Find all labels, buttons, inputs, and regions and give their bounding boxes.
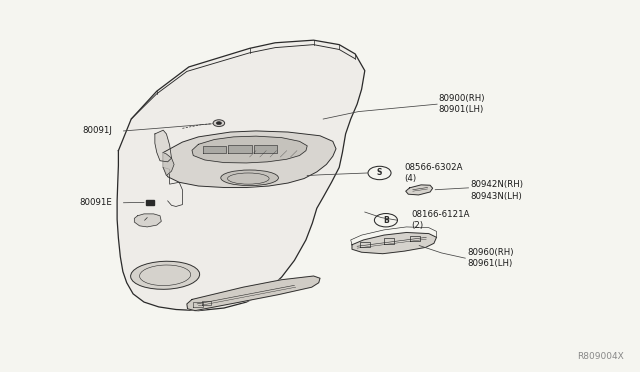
Text: 08566-6302A
(4): 08566-6302A (4) [404, 163, 463, 183]
Polygon shape [163, 153, 174, 176]
Circle shape [216, 122, 221, 125]
Polygon shape [187, 276, 320, 311]
Text: 80091E: 80091E [79, 198, 112, 207]
Polygon shape [406, 185, 433, 195]
Text: 80900(RH)
80901(LH): 80900(RH) 80901(LH) [438, 94, 485, 114]
Text: 80960(RH)
80961(LH): 80960(RH) 80961(LH) [467, 248, 514, 268]
Polygon shape [163, 131, 336, 187]
Polygon shape [117, 40, 365, 311]
Polygon shape [352, 232, 436, 254]
Polygon shape [192, 136, 307, 163]
Text: R809004X: R809004X [577, 352, 624, 361]
Polygon shape [134, 214, 161, 227]
Polygon shape [228, 145, 252, 153]
Polygon shape [146, 200, 154, 205]
Text: 80942N(RH)
80943N(LH): 80942N(RH) 80943N(LH) [470, 180, 524, 201]
Text: B: B [383, 216, 388, 225]
Polygon shape [155, 130, 172, 162]
Text: 08166-6121A
(2): 08166-6121A (2) [412, 210, 470, 230]
Polygon shape [254, 145, 277, 153]
Circle shape [213, 120, 225, 126]
Text: S: S [377, 169, 382, 177]
Polygon shape [203, 146, 226, 153]
Text: 80091J: 80091J [82, 126, 112, 135]
Ellipse shape [221, 170, 278, 186]
Ellipse shape [131, 261, 200, 289]
